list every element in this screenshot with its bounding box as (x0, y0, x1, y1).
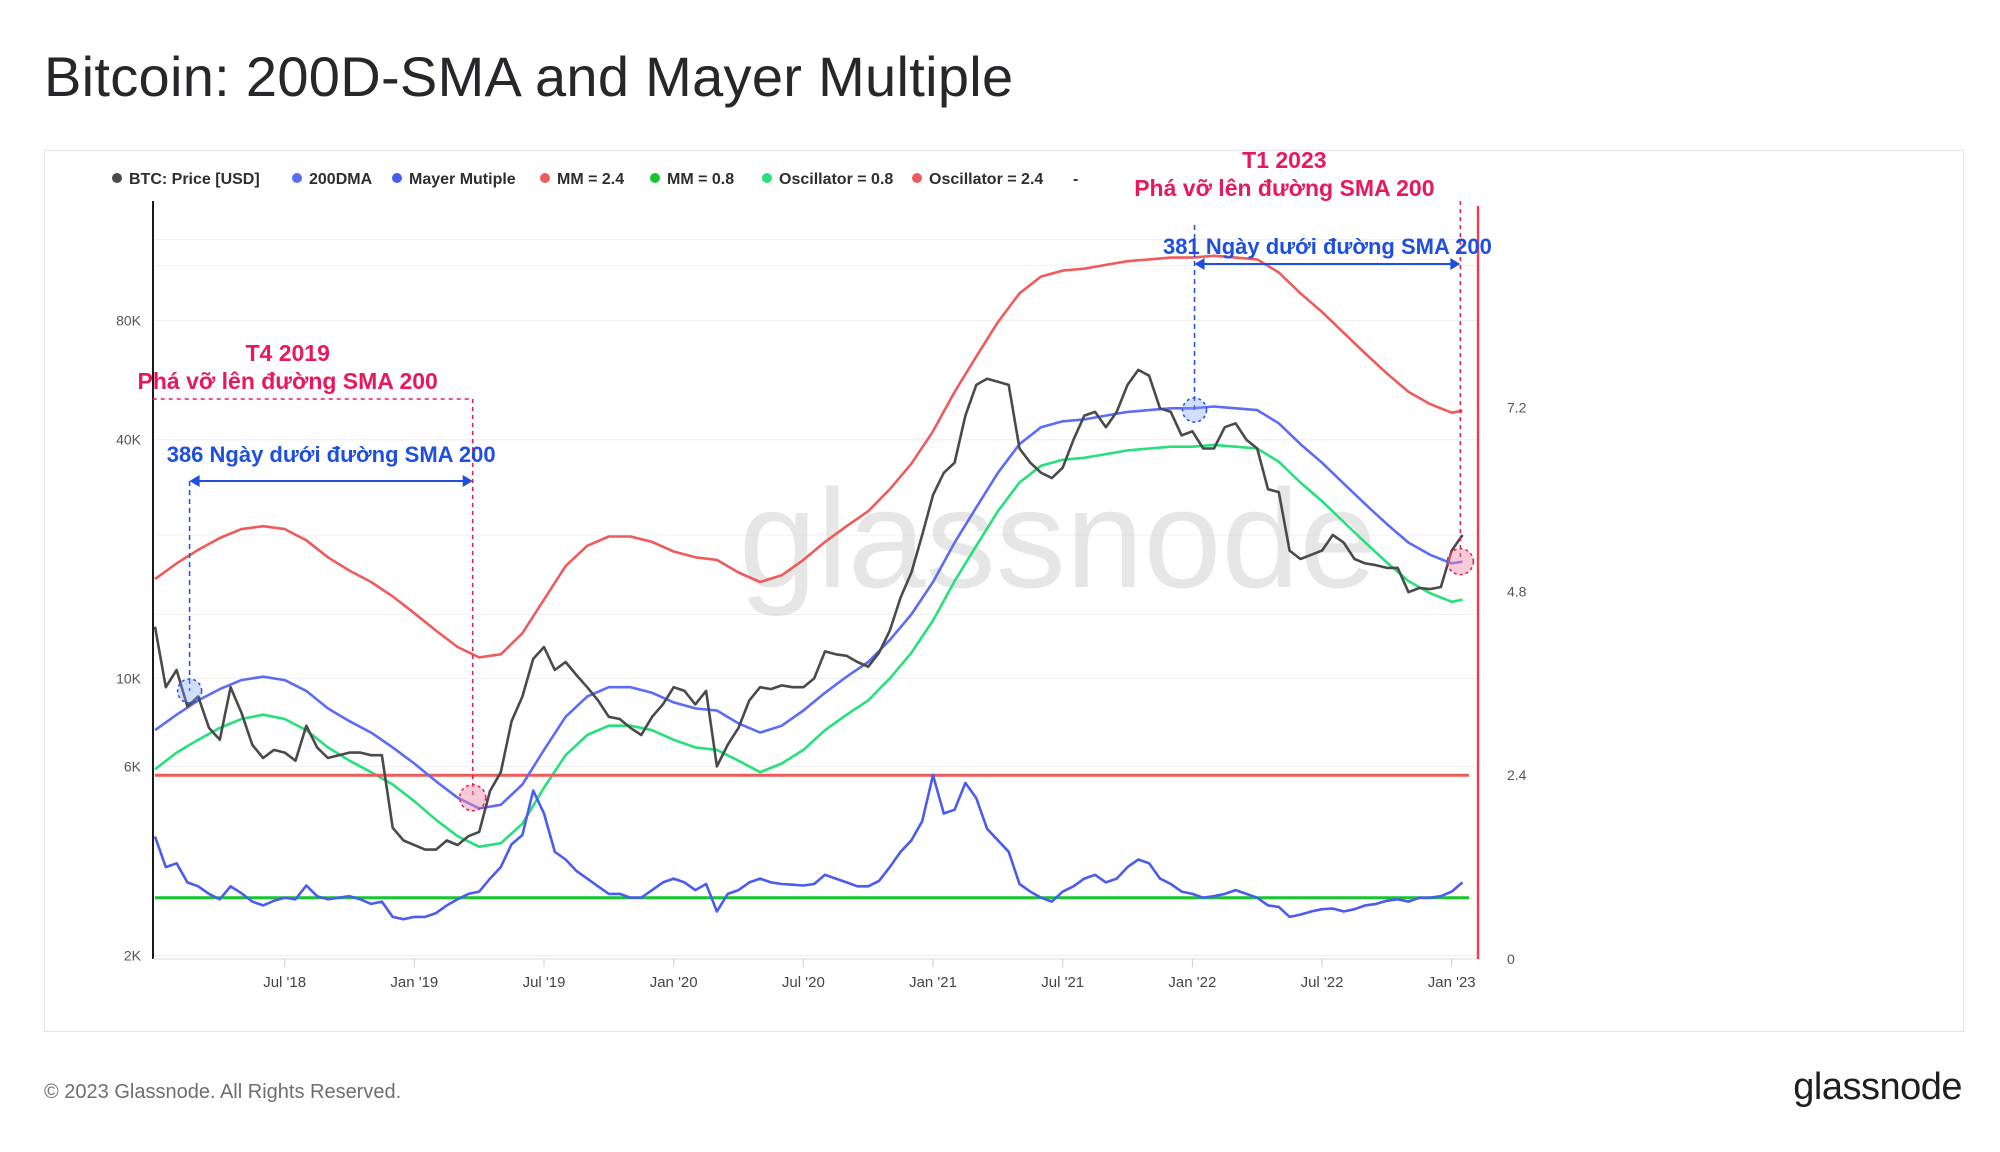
legend-label-1: 200DMA (309, 171, 373, 188)
legend-marker-3 (540, 173, 550, 183)
legend-marker-2 (392, 173, 402, 183)
x-tick-6: Jul '21 (1041, 974, 1084, 991)
breakout-2023-end-circle (1446, 547, 1475, 576)
chart-legend: BTC: Price [USD] 200DMA Mayer Mutiple MM = … (112, 171, 1078, 188)
y-left-tick-4: 80K (116, 312, 142, 328)
y-left-tick-2: 10K (116, 670, 142, 686)
x-tick-0: Jul '18 (263, 974, 306, 991)
breakout-2019-arrow-left (189, 475, 200, 487)
x-tick-7: Jan '22 (1168, 974, 1216, 991)
legend-marker-4 (650, 173, 660, 183)
legend-label-2: Mayer Mutiple (409, 171, 516, 188)
y-left-tick-3: 40K (116, 432, 142, 448)
y-right-tick-1: 2.4 (1507, 767, 1527, 783)
series-line-0 (153, 368, 1464, 851)
chart-canvas: BTC: Price [USD] 200DMA Mayer Mutiple MM = … (112, 151, 1527, 991)
copyright-notice: © 2023 Glassnode. All Rights Reserved. (44, 1081, 402, 1103)
page-title: Bitcoin: 200D-SMA and Mayer Multiple (44, 45, 1014, 108)
breakout-2023-title: T1 2023 (1242, 151, 1326, 173)
legend-label-4: MM = 0.8 (667, 171, 734, 188)
breakout-2019-subtitle: Phá vỡ lên đường SMA 200 (138, 368, 438, 394)
breakout-2023-days-label: 381 Ngày dưới đường SMA 200 (1163, 234, 1492, 259)
legend-label-7: - (1073, 171, 1078, 188)
x-tick-3: Jan '20 (650, 974, 698, 991)
legend-marker-0 (112, 173, 122, 183)
breakout-2019-arrow-right (462, 475, 473, 487)
breakout-2023-subtitle: Phá vỡ lên đường SMA 200 (1134, 175, 1434, 201)
chart-series (153, 254, 1469, 921)
chart-frame: BTC: Price [USD] 200DMA Mayer Mutiple MM = … (44, 150, 1964, 1032)
legend-label-6: Oscillator = 2.4 (929, 171, 1043, 188)
breakout-2023-arrow-left (1194, 258, 1205, 270)
legend-label-3: MM = 2.4 (557, 171, 624, 188)
breakout-2019-title: T4 2019 (245, 340, 329, 366)
chart-watermark: glassnode (739, 460, 1377, 617)
legend-marker-1 (292, 173, 302, 183)
breakout-2019-days-label: 386 Ngày dưới đường SMA 200 (167, 442, 496, 467)
legend-marker-5 (762, 173, 772, 183)
breakout-2023-start-circle (1181, 397, 1208, 423)
y-left-tick-1: 6K (124, 758, 142, 774)
x-tick-8: Jul '22 (1301, 974, 1344, 991)
x-tick-1: Jan '19 (390, 974, 438, 991)
series-line-4 (153, 773, 1464, 921)
x-tick-5: Jan '21 (909, 974, 957, 991)
x-tick-4: Jul '20 (782, 974, 825, 991)
glassnode-logo: glassnode (1793, 1066, 1962, 1108)
legend-marker-6 (912, 173, 922, 183)
breakout-2019-start-circle (176, 678, 203, 704)
y-right-tick-3: 7.2 (1507, 400, 1527, 416)
chart-axes: 2K 6K 10K 40K 80K 0 2.4 4.8 7.2 Jul '18 Jan '19 Jul… (116, 201, 1527, 991)
grid-lines (155, 238, 1479, 957)
y-right-tick-0: 0 (1507, 951, 1515, 967)
x-tick-9: Jan '23 (1428, 974, 1476, 991)
legend-label-5: Oscillator = 0.8 (779, 171, 893, 188)
breakout-2023-arrow-right (1450, 258, 1461, 270)
legend-label-0: BTC: Price [USD] (129, 171, 260, 188)
series-line-1 (154, 405, 1463, 810)
breakout-2019-end-circle (458, 783, 487, 812)
x-tick-2: Jul '19 (523, 974, 566, 991)
y-left-tick-0: 2K (124, 948, 142, 964)
series-line-3 (154, 254, 1463, 659)
y-right-tick-2: 4.8 (1507, 583, 1527, 599)
